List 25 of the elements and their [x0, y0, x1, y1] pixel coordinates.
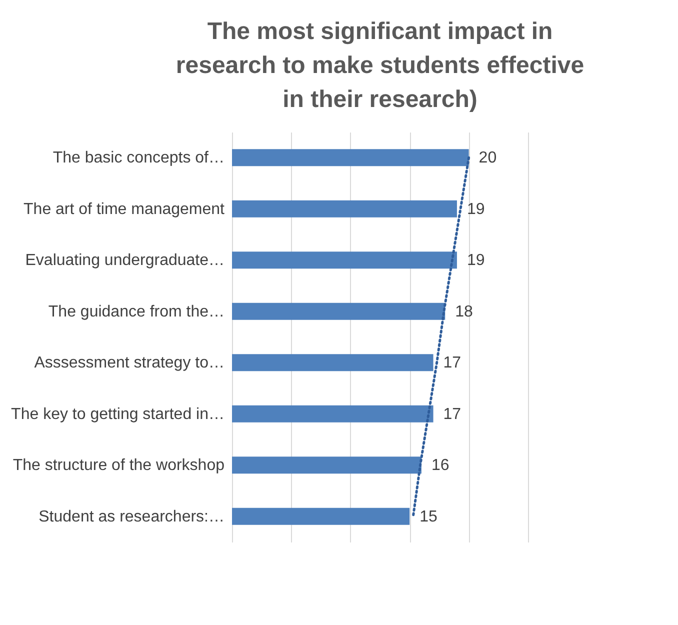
data-label: 16: [431, 457, 450, 474]
data-label: 15: [420, 508, 438, 526]
chart-title: The most significant impact in research to make students effective in their research): [176, 18, 584, 113]
bar: [232, 405, 434, 422]
y-tick-label: The art of time management: [24, 200, 226, 218]
y-tick-label: Asssessment strategy to…: [34, 354, 224, 372]
y-tick-label: Student as researchers:…: [38, 508, 224, 526]
bar: [232, 302, 446, 320]
y-tick-label: The key to getting started in…: [11, 406, 224, 423]
bar: [232, 508, 410, 525]
bar: [232, 200, 457, 218]
data-label: 20: [478, 150, 497, 167]
data-label: 19: [466, 200, 485, 218]
data-label: 19: [466, 252, 485, 270]
data-label: 18: [455, 303, 474, 320]
data-label: 17: [443, 406, 462, 423]
y-tick-label: The basic concepts of…: [52, 150, 224, 167]
bar: [232, 456, 422, 474]
bar: [232, 149, 469, 166]
y-tick-label: Evaluating undergraduate…: [25, 252, 224, 270]
y-tick-label: The structure of the workshop: [12, 457, 225, 474]
bar: [232, 252, 457, 269]
bar: [232, 354, 434, 372]
data-label: 17: [443, 354, 462, 372]
y-tick-label: The guidance from the…: [48, 303, 224, 320]
